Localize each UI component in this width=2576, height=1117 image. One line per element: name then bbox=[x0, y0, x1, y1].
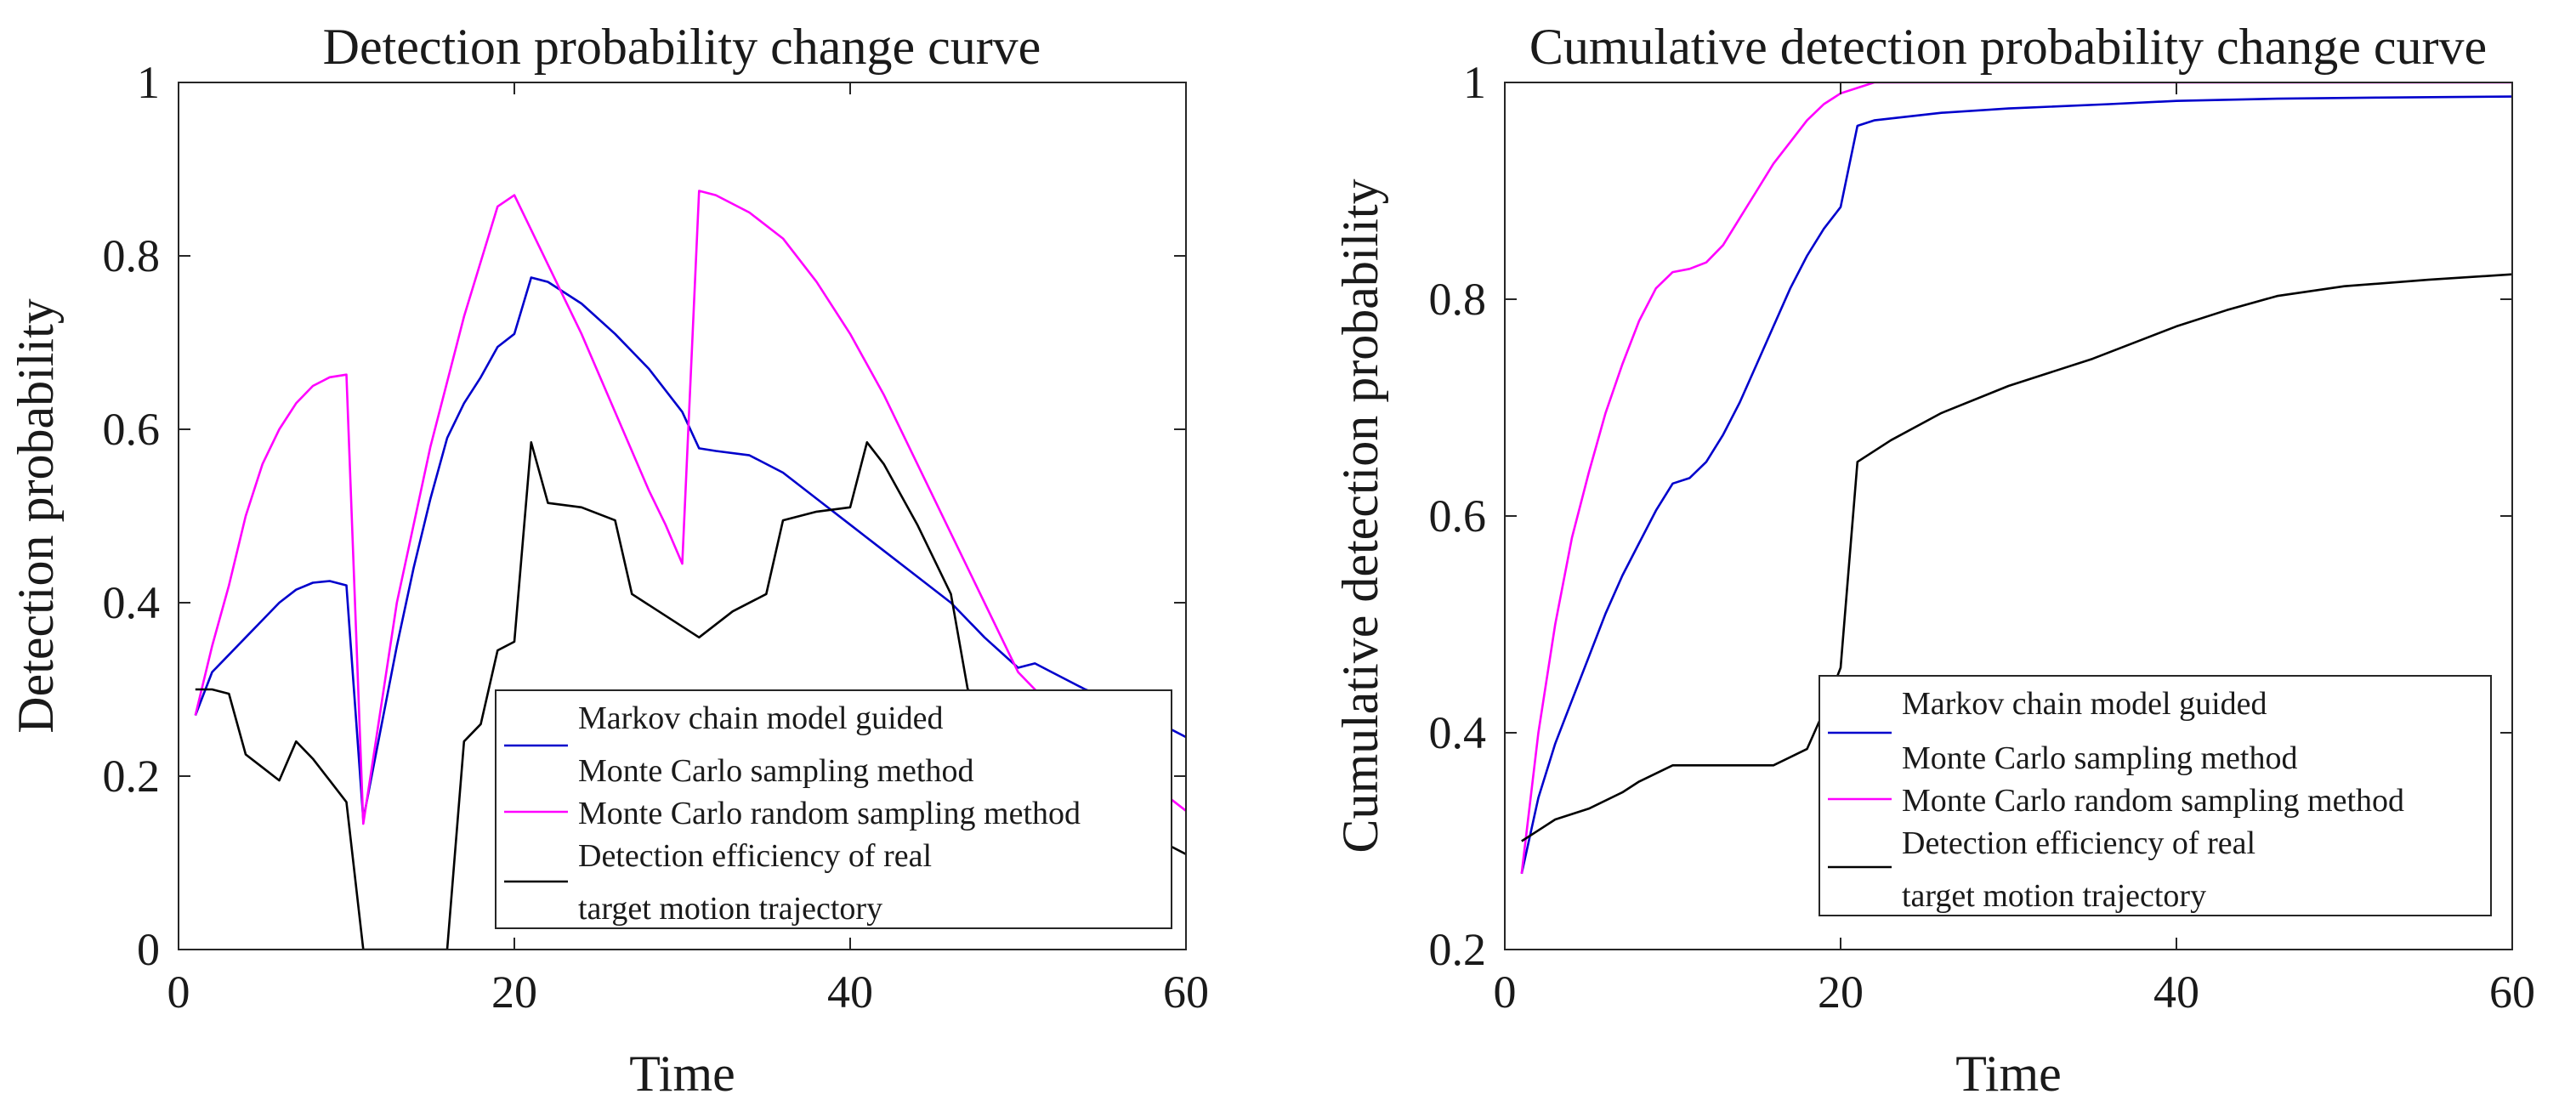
cumulative-detection-probability-chart: Cumulative detection probability change … bbox=[1332, 19, 2535, 1102]
x-tick-label: 60 bbox=[2489, 967, 2535, 1018]
series-line-1 bbox=[1520, 95, 2512, 875]
plot-frame bbox=[178, 82, 1187, 950]
legend-label: Monte Carlo random sampling method bbox=[578, 796, 1081, 831]
y-axis-label: Detection probability bbox=[8, 298, 64, 734]
legend-label: Monte Carlo sampling method bbox=[1902, 740, 2297, 776]
x-tick-label: 0 bbox=[1494, 967, 1517, 1018]
x-tick-label: 40 bbox=[827, 967, 873, 1018]
legend-label: Monte Carlo random sampling method bbox=[1902, 783, 2404, 819]
y-tick-label: 0.8 bbox=[1429, 274, 1487, 325]
series-line-2 bbox=[194, 190, 1186, 825]
y-tick-label: 0.6 bbox=[103, 404, 161, 455]
y-axis-label: Cumulative detection probability bbox=[1332, 179, 1388, 853]
series-group bbox=[194, 190, 1186, 950]
y-tick-label: 1 bbox=[1463, 57, 1486, 108]
x-tick-label: 40 bbox=[2153, 967, 2199, 1018]
y-tick-label: 1 bbox=[137, 57, 160, 108]
detection-probability-chart: Detection probability change curve 0 20 40 6… bbox=[8, 19, 1209, 1102]
x-tick-label: 20 bbox=[1818, 967, 1864, 1018]
x-tick-label: 20 bbox=[491, 967, 537, 1018]
legend-label: Detection efficiency of real bbox=[578, 838, 932, 874]
y-tick-label: 0.8 bbox=[103, 230, 161, 281]
legend-box bbox=[495, 689, 1172, 929]
y-tick-label: 0 bbox=[137, 924, 160, 975]
y-tick-label: 0.4 bbox=[103, 577, 161, 628]
series-line-3 bbox=[195, 440, 1186, 950]
y-tick-label: 0.6 bbox=[1429, 490, 1487, 541]
legend-label: Markov chain model guided bbox=[578, 700, 944, 736]
series-line-2 bbox=[1520, 82, 2512, 874]
x-axis-label: Time bbox=[629, 1046, 735, 1102]
y-tick-label: 0.4 bbox=[1429, 707, 1487, 758]
x-tick-label: 0 bbox=[167, 967, 190, 1018]
series-line-1 bbox=[194, 276, 1186, 821]
legend-box bbox=[1819, 675, 2492, 916]
legend-label: Markov chain model guided bbox=[1902, 686, 2267, 722]
x-axis-label: Time bbox=[1955, 1046, 2062, 1102]
x-tick-label: 60 bbox=[1163, 967, 1209, 1018]
legend-label: target motion trajectory bbox=[578, 891, 882, 927]
legend-label: Monte Carlo sampling method bbox=[578, 753, 973, 789]
y-tick-label: 0.2 bbox=[1429, 924, 1487, 975]
legend: Markov chain model guided Monte Carlo sam… bbox=[1819, 675, 2492, 916]
legend: Markov chain model guided Monte Carlo sam… bbox=[495, 689, 1172, 929]
legend-label: target motion trajectory bbox=[1902, 878, 2206, 914]
y-tick-label: 0.2 bbox=[103, 751, 161, 802]
chart-title: Cumulative detection probability change … bbox=[1529, 19, 2487, 75]
chart-title: Detection probability change curve bbox=[323, 19, 1041, 75]
legend-label: Detection efficiency of real bbox=[1902, 825, 2255, 861]
